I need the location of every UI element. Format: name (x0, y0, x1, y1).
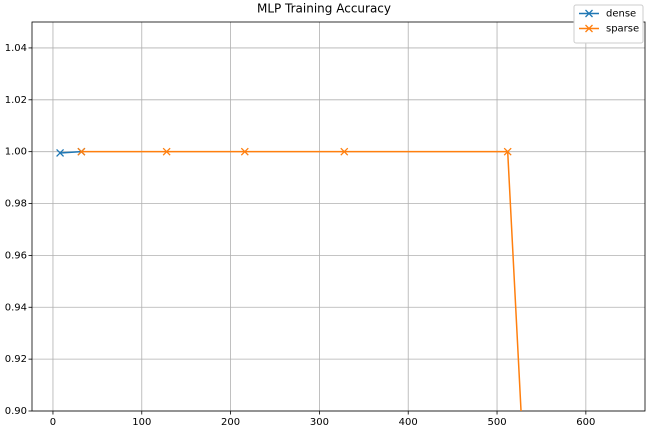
chart-title: MLP Training Accuracy (257, 2, 391, 16)
y-tick-label: 0.90 (5, 406, 27, 417)
marker (77, 147, 86, 156)
series-line (60, 150, 82, 154)
legend-label: sparse (606, 24, 639, 35)
series-line (81, 150, 522, 411)
x-tick-label: 300 (310, 417, 329, 428)
legend-marker (585, 24, 593, 33)
marker (162, 147, 171, 156)
marker (340, 147, 349, 156)
y-tick-label: 0.92 (5, 354, 27, 365)
legend-marker (585, 9, 593, 18)
x-tick-label: 600 (576, 417, 595, 428)
marker (56, 149, 65, 157)
legend-label: dense (606, 9, 636, 20)
legend-box (573, 4, 644, 44)
plot-frame (31, 21, 646, 412)
y-tick-label: 0.98 (5, 199, 27, 210)
y-tick-label: 0.96 (5, 250, 27, 261)
marker (503, 147, 512, 156)
x-tick-label: 200 (221, 417, 240, 428)
y-tick-label: 1.02 (5, 95, 27, 106)
x-tick-label: 100 (132, 417, 151, 428)
x-tick-label: 0 (50, 417, 56, 428)
x-tick-label: 400 (399, 417, 418, 428)
y-tick-label: 1.04 (5, 43, 27, 54)
x-tick-label: 500 (487, 417, 506, 428)
y-tick-label: 0.94 (5, 302, 27, 313)
plot-area (56, 147, 522, 411)
y-tick-label: 1.00 (5, 147, 27, 158)
legend: dense sparse (573, 4, 644, 44)
marker (240, 147, 249, 156)
